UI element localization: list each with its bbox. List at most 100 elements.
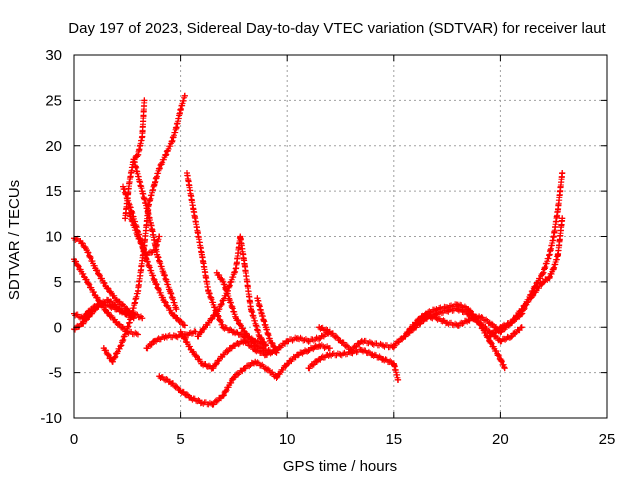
y-tick-label: -10 (40, 410, 62, 427)
data-point (326, 351, 333, 358)
data-point (230, 374, 237, 381)
data-point (194, 333, 201, 340)
data-point (454, 306, 461, 313)
data-point (188, 346, 195, 353)
data-point (79, 320, 86, 327)
data-point (169, 138, 176, 145)
data-point (109, 358, 116, 365)
data-point (550, 265, 557, 272)
data-point (113, 297, 120, 304)
data-point (105, 297, 112, 304)
data-point (326, 328, 333, 335)
y-tick-label: 15 (45, 183, 62, 200)
series-track-8 (130, 156, 180, 313)
data-point (177, 106, 184, 113)
data-point (369, 351, 376, 358)
y-tick-label: 30 (45, 47, 62, 64)
data-point (213, 269, 220, 276)
data-point (152, 337, 159, 344)
data-point (102, 283, 109, 290)
data-point (305, 346, 312, 353)
data-point (422, 313, 429, 320)
data-point (177, 387, 184, 394)
data-point (348, 346, 355, 353)
data-point (518, 310, 525, 317)
data-point (166, 287, 173, 294)
data-point (273, 346, 280, 353)
data-point (508, 319, 515, 326)
x-tick-label: 10 (279, 431, 296, 448)
data-point (156, 373, 163, 380)
series-track-15 (194, 233, 269, 349)
data-point (169, 310, 176, 317)
data-point (237, 233, 244, 240)
data-point (220, 278, 227, 285)
data-point (130, 156, 137, 163)
data-point (262, 342, 269, 349)
data-point (139, 188, 146, 195)
data-point (465, 310, 472, 317)
data-point (284, 337, 291, 344)
data-point (316, 335, 323, 342)
data-point (444, 307, 451, 314)
data-point (215, 306, 222, 313)
data-point (220, 351, 227, 358)
data-point (258, 310, 265, 317)
data-point (529, 287, 536, 294)
data-point (305, 365, 312, 372)
data-point (486, 333, 493, 340)
data-point (134, 331, 141, 338)
data-point (134, 233, 141, 240)
data-point (126, 201, 133, 208)
data-point (77, 238, 84, 245)
data-point (369, 340, 376, 347)
data-point (380, 356, 387, 363)
data-point (181, 92, 188, 99)
data-point (156, 165, 163, 172)
data-point (550, 233, 557, 240)
data-point (139, 133, 146, 140)
data-point (241, 260, 248, 267)
data-point (117, 342, 124, 349)
data-point (173, 124, 180, 131)
data-point (233, 315, 240, 322)
data-point (209, 401, 216, 408)
data-point (444, 319, 451, 326)
y-tick-label: 5 (54, 274, 62, 291)
data-point (205, 319, 212, 326)
data-point (554, 251, 561, 258)
data-point (540, 278, 547, 285)
series-track-17 (305, 346, 402, 383)
data-point (152, 179, 159, 186)
data-point (252, 358, 259, 365)
data-point (154, 251, 161, 258)
data-point (316, 324, 323, 331)
y-tick-label: 10 (45, 229, 62, 246)
data-point (147, 219, 154, 226)
data-point (497, 356, 504, 363)
data-point (88, 310, 95, 317)
data-point (220, 324, 227, 331)
data-point (390, 342, 397, 349)
y-tick-label: 0 (54, 319, 62, 336)
data-point (152, 247, 159, 254)
series-track-11 (156, 341, 333, 408)
data-point (497, 337, 504, 344)
data-point (230, 342, 237, 349)
data-point (358, 337, 365, 344)
data-point (173, 333, 180, 340)
data-point (337, 337, 344, 344)
data-point (141, 97, 148, 104)
data-point (162, 151, 169, 158)
data-point (316, 356, 323, 363)
data-point (540, 269, 547, 276)
data-point (160, 297, 167, 304)
data-point (247, 306, 254, 313)
data-point (209, 365, 216, 372)
data-point (262, 324, 269, 331)
data-point (224, 287, 231, 294)
series-track-16 (254, 295, 280, 353)
data-point (166, 378, 173, 385)
data-point (96, 301, 103, 308)
